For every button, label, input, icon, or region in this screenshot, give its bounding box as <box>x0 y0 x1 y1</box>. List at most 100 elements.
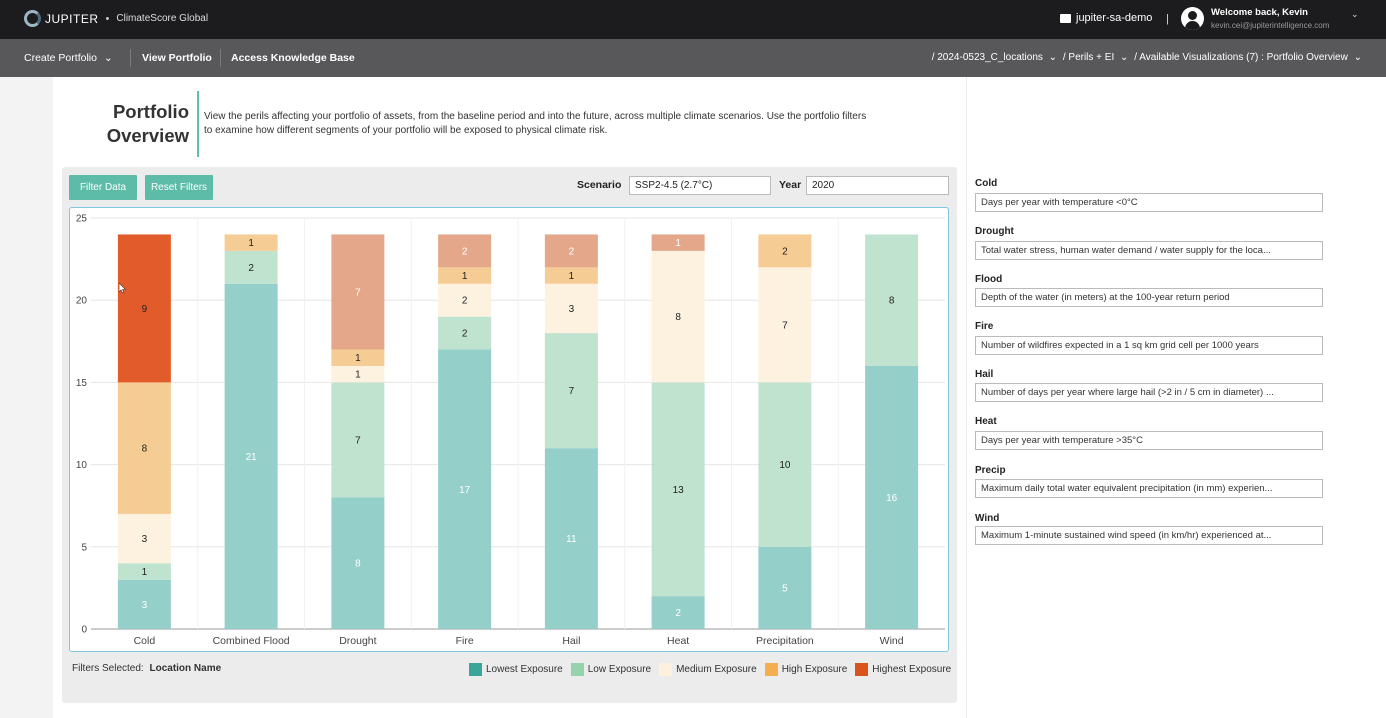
breadcrumb-perils[interactable]: / Perils + EI <box>1062 52 1115 63</box>
bar-segment <box>438 267 492 284</box>
bar-segment <box>117 382 171 514</box>
page-description: View the perils affecting your portfolio… <box>204 111 867 136</box>
bar-segment <box>117 579 171 629</box>
bar-data-label: 3 <box>142 534 148 545</box>
bar-data-label: 2 <box>462 296 468 307</box>
bar-data-label: 8 <box>355 559 361 570</box>
bar-data-label: 16 <box>886 493 898 504</box>
filters-selected: Filters Selected: Location Name <box>72 663 221 674</box>
x-tick-label: Combined Flood <box>213 635 290 647</box>
create-portfolio-label: Create Portfolio <box>24 52 97 64</box>
x-tick-label: Fire <box>456 635 474 647</box>
legend-label: High Exposure <box>781 664 848 675</box>
user-avatar-icon[interactable] <box>1181 7 1204 30</box>
y-tick-label: 15 <box>76 378 88 389</box>
bar-segment <box>331 497 385 629</box>
nav-bar: Create Portfolio ⌄ View Portfolio Access… <box>0 39 1386 77</box>
bar-segment <box>544 234 598 268</box>
definition-field-precip[interactable]: Maximum daily total water equivalent pre… <box>975 479 1323 498</box>
legend-swatch <box>659 663 673 676</box>
bar-data-label: 1 <box>569 271 575 282</box>
definition-field-wind[interactable]: Maximum 1-minute sustained wind speed (i… <box>975 526 1323 545</box>
bar-data-label: 17 <box>459 485 471 496</box>
x-tick-label: Precipitation <box>756 635 814 647</box>
chevron-down-icon[interactable]: ⌄ <box>1048 52 1058 63</box>
breadcrumb-location[interactable]: / 2024-0523_C_locations <box>931 52 1043 63</box>
bar-data-label: 1 <box>248 238 254 249</box>
legend-label: Medium Exposure <box>676 664 757 675</box>
definition-field-fire[interactable]: Number of wildfires expected in a 1 sq k… <box>975 336 1323 355</box>
reset-filters-button[interactable]: Reset Filters <box>145 175 213 200</box>
legend-highest[interactable]: Highest Exposure <box>855 663 951 676</box>
page-title-line2: Overview <box>106 125 189 146</box>
definition-label-drought: Drought <box>975 226 1014 237</box>
legend-swatch <box>570 663 584 676</box>
account-name: jupiter-sa-demo <box>1076 12 1153 24</box>
legend-low[interactable]: Low Exposure <box>570 663 651 676</box>
definition-label-hail: Hail <box>975 369 994 380</box>
bar-data-label: 2 <box>569 246 575 257</box>
knowledge-base-link[interactable]: Access Knowledge Base <box>231 52 355 64</box>
bar-data-label: 7 <box>355 287 361 298</box>
breadcrumb-visualizations[interactable]: / Available Visualizations (7) : Portfol… <box>1134 52 1348 63</box>
bar-data-label: 2 <box>248 263 254 274</box>
y-tick-label: 0 <box>81 625 87 636</box>
y-tick-label: 25 <box>76 214 88 225</box>
top-bar: JUPITER • ClimateScore Global jupiter-sa… <box>0 0 1386 39</box>
legend-lowest[interactable]: Lowest Exposure <box>469 663 563 676</box>
bar-segment <box>544 333 598 449</box>
bar-segment <box>224 283 278 629</box>
bar-segment <box>438 316 492 350</box>
logo[interactable]: JUPITER • ClimateScore Global <box>24 10 208 27</box>
logo-text: JUPITER <box>45 11 99 26</box>
filter-data-button[interactable]: Filter Data <box>69 175 137 200</box>
bar-segment <box>117 563 171 580</box>
bar-segment <box>651 250 705 383</box>
bar-data-label: 2 <box>782 246 788 257</box>
x-tick-label: Wind <box>880 635 904 647</box>
definition-field-heat[interactable]: Days per year with temperature >35°C <box>975 431 1323 450</box>
legend-high[interactable]: High Exposure <box>764 663 848 676</box>
view-portfolio-link[interactable]: View Portfolio <box>142 52 212 64</box>
bar-data-label: 1 <box>355 370 361 381</box>
definition-field-hail[interactable]: Number of days per year where large hail… <box>975 383 1323 402</box>
chevron-down-icon[interactable]: ⌄ <box>1120 52 1129 63</box>
legend-medium[interactable]: Medium Exposure <box>659 663 757 676</box>
bar-data-label: 21 <box>246 452 258 463</box>
bar-data-label: 1 <box>355 353 361 364</box>
year-select[interactable]: 2020 <box>806 176 949 195</box>
definition-label-cold: Cold <box>975 178 998 189</box>
definition-label-precip: Precip <box>975 465 1006 476</box>
chevron-down-icon[interactable]: ⌄ <box>1353 52 1362 63</box>
bar-segment <box>758 546 812 629</box>
definition-field-drought[interactable]: Total water stress, human water demand /… <box>975 241 1323 260</box>
bar-data-label: 8 <box>675 312 681 323</box>
account-switcher[interactable]: jupiter-sa-demo <box>1060 12 1152 24</box>
bar-segment <box>117 234 171 383</box>
bar-segment <box>651 596 705 629</box>
chart-legend: Lowest Exposure Low Exposure Medium Expo… <box>469 663 951 676</box>
create-portfolio-menu[interactable]: Create Portfolio ⌄ <box>24 52 113 64</box>
bar-data-label: 10 <box>779 460 791 471</box>
page-title: Portfolio Overview <box>53 100 189 148</box>
bar-data-label: 8 <box>142 444 148 455</box>
title-accent-bar <box>197 91 199 157</box>
bar-segment <box>758 267 812 383</box>
x-tick-label: Cold <box>134 635 156 647</box>
user-menu-chevron-icon[interactable]: ⌄ <box>1351 9 1359 19</box>
briefcase-icon <box>1060 13 1071 23</box>
bar-segment <box>651 382 705 597</box>
legend-label: Lowest Exposure <box>486 664 563 675</box>
bar-data-label: 1 <box>675 238 681 249</box>
welcome-text: Welcome back, Kevin <box>1211 7 1308 18</box>
definition-field-flood[interactable]: Depth of the water (in meters) at the 10… <box>975 288 1323 307</box>
bar-segment <box>758 234 812 268</box>
bar-data-label: 13 <box>673 485 685 496</box>
bar-segment <box>544 267 598 284</box>
definition-field-cold[interactable]: Days per year with temperature <0°C <box>975 193 1323 212</box>
bar-segment <box>331 365 385 383</box>
product-name: ClimateScore Global <box>116 13 209 24</box>
chevron-down-icon: ⌄ <box>103 52 113 64</box>
bar-data-label: 7 <box>569 386 575 397</box>
scenario-select[interactable]: SSP2-4.5 (2.7°C) <box>629 176 771 195</box>
